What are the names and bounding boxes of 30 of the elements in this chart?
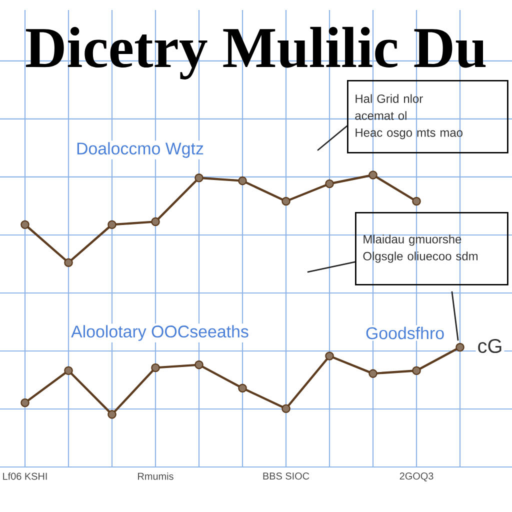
point (151, 363, 160, 372)
point (282, 404, 290, 413)
point (108, 220, 116, 230)
point (64, 366, 73, 376)
point (20, 220, 30, 230)
point (108, 410, 116, 419)
point (368, 369, 378, 378)
point (238, 384, 247, 393)
point (412, 196, 421, 206)
point (151, 217, 160, 226)
x-tick-label: BBS SIOC (263, 472, 310, 480)
series-label: Aloolotary OOCseeaths (71, 325, 248, 341)
point (325, 352, 334, 360)
x-tick-label: Lf06 KSHI (3, 472, 47, 480)
annotation: cG (478, 338, 502, 354)
x-tick-label: 2GOQ3 (400, 472, 434, 482)
point (368, 170, 378, 180)
series-label: Doaloccmo Wgtz (77, 142, 204, 158)
point (194, 174, 204, 182)
point (194, 360, 204, 370)
point (64, 258, 73, 267)
annotation: Goodsfhro (366, 326, 444, 340)
point (325, 179, 334, 188)
point (456, 342, 464, 352)
point (20, 398, 30, 408)
point (282, 196, 290, 206)
chart-title: Dicetry Mulilic Du (26, 26, 486, 80)
point (412, 366, 421, 376)
x-tick-label: Rmumis (138, 472, 174, 480)
point (238, 176, 247, 186)
